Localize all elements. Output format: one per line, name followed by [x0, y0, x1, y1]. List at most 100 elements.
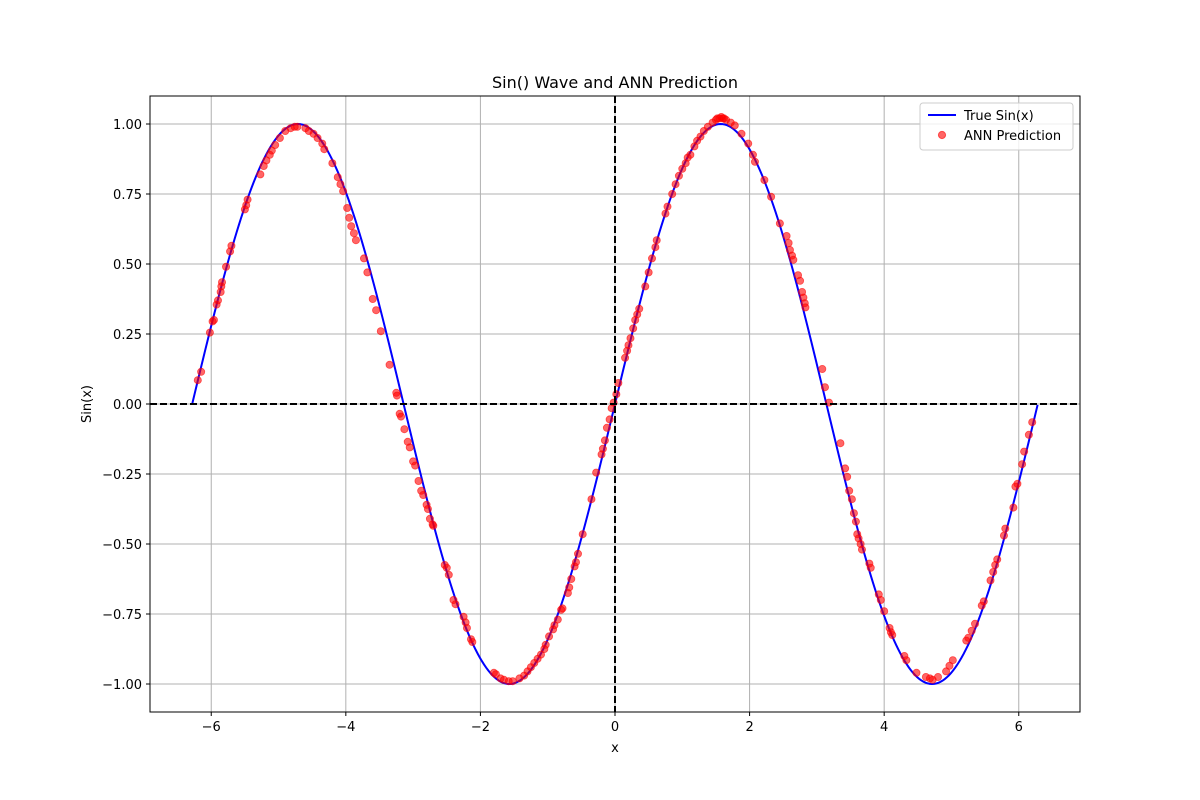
y-tick-label: −0.25: [102, 468, 142, 483]
ann-prediction-point: [1013, 479, 1022, 488]
ann-prediction-point: [820, 383, 829, 392]
ann-prediction-point: [256, 170, 265, 179]
ann-prediction-point: [661, 209, 670, 218]
ann-prediction-point: [624, 341, 633, 350]
y-tick-label: −0.75: [102, 608, 142, 623]
ann-prediction-point: [423, 504, 432, 513]
ann-prediction-point: [836, 439, 845, 448]
x-axis-label: x: [611, 741, 619, 756]
ann-prediction-point: [876, 596, 885, 605]
ann-prediction-point: [567, 575, 576, 584]
ann-prediction-point: [336, 180, 345, 189]
ann-prediction-point: [468, 638, 477, 647]
ann-prediction-point: [405, 443, 414, 452]
ann-prediction-point: [744, 139, 753, 148]
ann-prediction-point: [351, 236, 360, 245]
ann-prediction-point: [671, 180, 680, 189]
ann-prediction-point: [967, 626, 976, 635]
ann-prediction-point: [612, 390, 621, 399]
ann-prediction-point: [271, 140, 280, 149]
ann-prediction-point: [313, 133, 322, 142]
ann-prediction-point: [880, 607, 889, 616]
ann-prediction-point: [866, 563, 875, 572]
ann-prediction-point: [748, 150, 757, 159]
ann-prediction-point: [462, 624, 471, 633]
ann-prediction-point: [429, 521, 438, 530]
ann-prediction-point: [605, 415, 614, 424]
legend-label-ann-prediction: ANN Prediction: [964, 129, 1061, 144]
ann-prediction-point: [578, 530, 587, 539]
ann-prediction-point: [411, 461, 420, 470]
ann-prediction-point: [849, 509, 858, 518]
ann-prediction-point: [730, 121, 739, 130]
ann-prediction-point: [553, 615, 562, 624]
ann-prediction-point: [573, 549, 582, 558]
ann-prediction-point: [621, 353, 630, 362]
ann-prediction-point: [979, 597, 988, 606]
ann-prediction-point: [349, 229, 358, 238]
ann-prediction-point: [541, 640, 550, 649]
ann-prediction-point: [602, 423, 611, 432]
ann-prediction-point: [888, 631, 897, 640]
y-tick-label: −0.50: [102, 538, 142, 553]
ann-prediction-point: [851, 517, 860, 526]
ann-prediction-point: [368, 294, 377, 303]
legend-marker-swatch: [937, 130, 947, 140]
ann-prediction-point: [345, 213, 354, 222]
ann-prediction-point: [243, 195, 252, 204]
ann-prediction-point: [651, 243, 660, 252]
ann-prediction-point: [626, 334, 635, 343]
ann-prediction-point: [767, 192, 776, 201]
ann-prediction-point: [934, 673, 943, 682]
ann-prediction-point: [222, 262, 231, 271]
grid: [150, 96, 1080, 712]
ann-prediction-point: [400, 425, 409, 434]
ann-prediction-point: [824, 398, 833, 407]
ann-prediction-point: [213, 296, 222, 305]
ann-prediction-point: [641, 282, 650, 291]
ann-prediction-point: [600, 436, 609, 445]
legend-label-true-sin: True Sin(x): [963, 109, 1034, 124]
ann-prediction-point: [587, 495, 596, 504]
ann-prediction-point: [912, 668, 921, 677]
legend: True Sin(x) ANN Prediction: [919, 102, 1074, 151]
ann-prediction-point: [999, 531, 1008, 540]
ann-prediction-point: [948, 656, 957, 665]
ann-prediction-point: [571, 558, 580, 567]
data-series: [191, 113, 1039, 686]
ann-prediction-point: [986, 576, 995, 585]
ann-prediction-point: [565, 583, 574, 592]
ann-prediction-point: [227, 241, 236, 250]
y-axis-label: Sin(x): [80, 385, 95, 423]
x-tick-label: −4: [336, 720, 355, 735]
x-tick-label: 0: [611, 720, 619, 735]
plot-area: [149, 95, 1081, 713]
ann-prediction-point: [347, 222, 356, 231]
ann-prediction-point: [652, 236, 661, 245]
ann-prediction-point: [293, 122, 302, 131]
ann-prediction-point: [444, 570, 453, 579]
ann-prediction-point: [782, 231, 791, 240]
ann-prediction-point: [847, 495, 856, 504]
ann-prediction-point: [419, 490, 428, 499]
y-tick-label: 0.00: [113, 398, 142, 413]
ann-prediction-point: [1028, 418, 1037, 427]
ann-prediction-point: [760, 175, 769, 184]
ann-prediction-point: [796, 276, 805, 285]
ann-prediction-point: [801, 303, 810, 312]
ann-prediction-point: [635, 304, 644, 313]
ann-prediction-point: [209, 315, 218, 324]
x-tick-label: 6: [1015, 720, 1023, 735]
ann-prediction-point: [845, 486, 854, 495]
ann-prediction-point: [1024, 430, 1033, 439]
ann-prediction-point: [971, 619, 980, 628]
x-tick-label: −6: [202, 720, 221, 735]
ann-prediction-point: [902, 656, 911, 665]
y-tick-label: 0.75: [113, 188, 142, 203]
ann-prediction-point: [993, 555, 1002, 564]
y-axis-ticks: −1.00 −0.75 −0.50 −0.25 0.00 0.25 0.50 0.75 1.00: [102, 118, 150, 693]
y-tick-label: 1.00: [113, 118, 142, 133]
x-axis-ticks: −6 −4 −2 0 2 4 6: [202, 712, 1023, 735]
ann-prediction-point: [197, 367, 206, 376]
